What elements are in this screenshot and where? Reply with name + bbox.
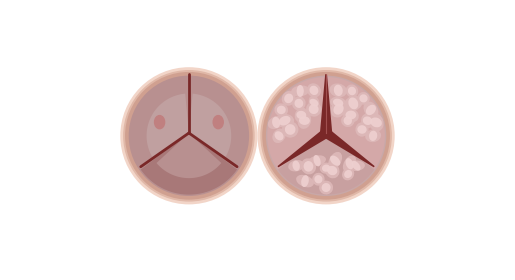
Ellipse shape <box>355 122 369 137</box>
Circle shape <box>129 76 249 196</box>
Ellipse shape <box>291 85 310 97</box>
Ellipse shape <box>325 163 339 178</box>
Polygon shape <box>130 77 189 169</box>
Ellipse shape <box>282 121 298 138</box>
Ellipse shape <box>366 105 376 115</box>
Polygon shape <box>147 94 189 157</box>
Ellipse shape <box>343 155 356 172</box>
Ellipse shape <box>327 166 337 175</box>
Ellipse shape <box>284 94 293 103</box>
Ellipse shape <box>348 87 356 95</box>
Ellipse shape <box>301 158 316 174</box>
Ellipse shape <box>308 95 319 110</box>
Polygon shape <box>323 129 375 167</box>
Ellipse shape <box>279 116 290 125</box>
Ellipse shape <box>328 152 342 169</box>
Circle shape <box>258 67 394 204</box>
Ellipse shape <box>342 168 354 180</box>
Circle shape <box>266 76 386 196</box>
Ellipse shape <box>288 160 304 171</box>
Ellipse shape <box>312 173 324 186</box>
Ellipse shape <box>334 85 343 96</box>
Ellipse shape <box>275 114 294 128</box>
Ellipse shape <box>310 99 318 106</box>
Ellipse shape <box>370 118 382 127</box>
Circle shape <box>121 67 258 204</box>
Ellipse shape <box>297 85 304 97</box>
Ellipse shape <box>344 170 352 178</box>
Ellipse shape <box>314 155 321 166</box>
Polygon shape <box>326 77 385 169</box>
Ellipse shape <box>347 160 365 171</box>
Ellipse shape <box>306 102 321 117</box>
Polygon shape <box>278 129 329 167</box>
Ellipse shape <box>330 83 347 97</box>
Ellipse shape <box>346 158 353 169</box>
Ellipse shape <box>344 116 352 125</box>
Ellipse shape <box>308 104 319 114</box>
Ellipse shape <box>344 96 363 111</box>
Ellipse shape <box>314 175 322 183</box>
Circle shape <box>262 72 390 200</box>
Circle shape <box>123 70 255 202</box>
Ellipse shape <box>295 99 303 108</box>
Ellipse shape <box>352 161 360 171</box>
Ellipse shape <box>277 106 286 114</box>
Ellipse shape <box>330 97 346 109</box>
Ellipse shape <box>333 99 344 107</box>
Ellipse shape <box>319 181 333 195</box>
Ellipse shape <box>361 113 374 128</box>
Ellipse shape <box>357 125 367 134</box>
Ellipse shape <box>295 108 308 123</box>
Ellipse shape <box>310 86 318 95</box>
Ellipse shape <box>308 155 326 166</box>
Ellipse shape <box>348 97 358 109</box>
Ellipse shape <box>341 114 354 127</box>
Ellipse shape <box>299 116 310 125</box>
Ellipse shape <box>292 96 306 110</box>
Polygon shape <box>267 77 326 169</box>
Ellipse shape <box>285 124 296 135</box>
Polygon shape <box>323 128 330 136</box>
Ellipse shape <box>321 183 331 192</box>
Polygon shape <box>320 74 332 133</box>
Ellipse shape <box>357 92 370 105</box>
Ellipse shape <box>322 165 330 172</box>
Polygon shape <box>278 133 374 195</box>
Ellipse shape <box>333 104 344 115</box>
Ellipse shape <box>213 116 223 129</box>
Polygon shape <box>157 133 221 178</box>
Ellipse shape <box>296 175 314 187</box>
Ellipse shape <box>303 161 313 172</box>
Ellipse shape <box>346 111 356 120</box>
Ellipse shape <box>365 129 381 142</box>
Ellipse shape <box>307 83 321 97</box>
Ellipse shape <box>282 91 296 106</box>
Ellipse shape <box>364 102 379 118</box>
Ellipse shape <box>298 112 311 129</box>
Ellipse shape <box>363 116 372 125</box>
Polygon shape <box>189 94 231 157</box>
Ellipse shape <box>346 85 358 97</box>
Ellipse shape <box>330 156 340 166</box>
Ellipse shape <box>331 101 347 118</box>
Ellipse shape <box>154 116 165 129</box>
Ellipse shape <box>359 94 368 102</box>
Ellipse shape <box>296 111 306 119</box>
Ellipse shape <box>274 103 288 116</box>
Ellipse shape <box>343 108 359 122</box>
Ellipse shape <box>268 116 284 129</box>
Ellipse shape <box>369 113 384 131</box>
Ellipse shape <box>272 117 280 128</box>
Ellipse shape <box>301 175 309 187</box>
Circle shape <box>125 72 253 200</box>
Ellipse shape <box>320 163 333 174</box>
Ellipse shape <box>274 131 284 140</box>
Polygon shape <box>189 77 248 169</box>
Ellipse shape <box>293 161 300 171</box>
Circle shape <box>260 70 392 202</box>
Polygon shape <box>141 133 237 195</box>
Ellipse shape <box>369 131 377 141</box>
Ellipse shape <box>272 129 286 143</box>
